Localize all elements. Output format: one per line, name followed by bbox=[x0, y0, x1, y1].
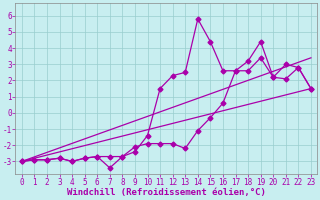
X-axis label: Windchill (Refroidissement éolien,°C): Windchill (Refroidissement éolien,°C) bbox=[67, 188, 266, 197]
